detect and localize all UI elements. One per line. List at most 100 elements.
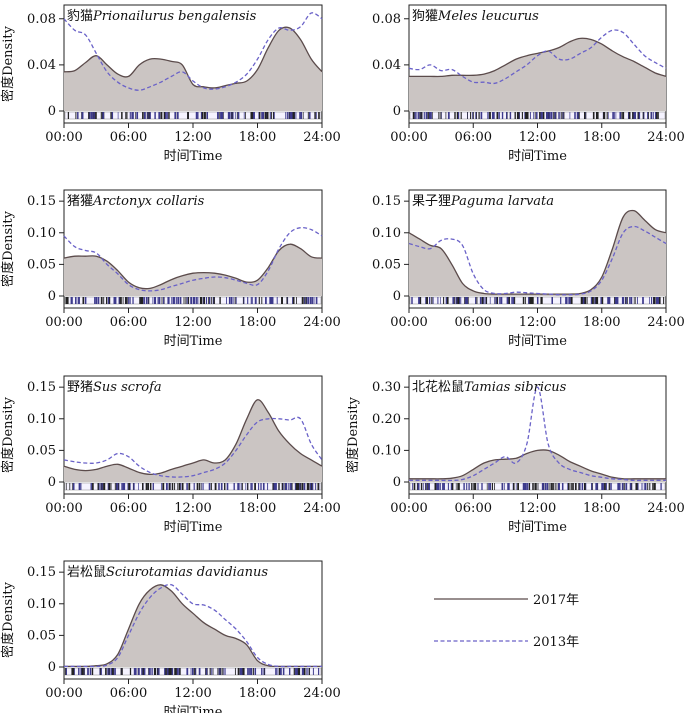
y-tick-label: 0: [48, 289, 56, 304]
x-tick-label: 24:00: [647, 130, 684, 145]
y-tick-label: 0.04: [372, 58, 401, 73]
species-name-latin: Tamias sibricus: [464, 380, 567, 395]
y-axis-label: 密度Density: [0, 210, 16, 287]
species-name-latin: Prionailurus bengalensis: [92, 9, 257, 24]
species-name-latin: Sus scrofa: [93, 380, 162, 395]
panel-2: 0 0.04 0.08 00:00 06:00 12:00 18:00 24:00 时间Time…: [372, 4, 685, 164]
species-name-cn: 北花松鼠: [412, 379, 464, 395]
x-axis-label: 时间Time: [164, 334, 223, 349]
species-name-cn: 岩松鼠: [67, 565, 106, 580]
x-axis-label: 时间Time: [164, 149, 223, 164]
series-2017-line: [63, 584, 322, 668]
y-tick-label: 0.15: [372, 194, 401, 209]
series-2017-line: [409, 449, 666, 480]
x-tick-label: 18:00: [583, 315, 620, 330]
series-2013-line: [409, 386, 666, 482]
x-tick-label: 12:00: [519, 501, 556, 516]
series-2013-line: [408, 225, 667, 296]
x-tick-label: 12:00: [519, 315, 556, 330]
x-tick-label: 18:00: [583, 130, 620, 145]
panel-title: 猪獾Arctonyx collaris: [67, 194, 205, 209]
species-name-cn: 猪獾: [67, 194, 93, 209]
x-axis-label: 时间Time: [164, 520, 223, 535]
y-tick-label: 0: [48, 104, 56, 119]
legend-label-2013: 2013年: [533, 635, 579, 650]
series-2013-line: [63, 226, 323, 292]
y-tick-label: 0.15: [27, 194, 56, 209]
species-name-latin: Meles leucurus: [437, 9, 539, 24]
x-tick-label: 00:00: [45, 130, 82, 145]
legend-label-2017: 2017年: [533, 593, 579, 608]
x-tick-label: 18:00: [239, 315, 276, 330]
panel-1: 0 0.04 0.08 00:00 06:00 12:00 18:00 24:00 时间Time…: [0, 4, 341, 164]
panel-title: 岩松鼠Sciurotamias davidianus: [67, 565, 268, 580]
x-tick-label: 06:00: [455, 501, 492, 516]
y-tick-label: 0: [48, 660, 56, 675]
y-axis-label: 密度Density: [0, 581, 16, 658]
y-tick-label: 0.10: [27, 226, 56, 241]
y-tick-label: 0.05: [27, 443, 56, 458]
species-name-cn: 果子狸: [412, 194, 451, 209]
panel-4: 0 0.05 0.10 0.15 00:00 06:00 12:00 18:00 24:00 时间…: [372, 189, 685, 349]
x-tick-label: 00:00: [45, 686, 82, 701]
y-tick-label: 0.10: [372, 226, 401, 241]
x-axis-label: 时间Time: [508, 520, 567, 535]
y-tick-label: 0.08: [372, 12, 401, 27]
x-axis-label: 时间Time: [508, 334, 567, 349]
rug-strip: [409, 482, 666, 491]
panel-6: 0 0.10 0.20 0.30 00:00 06:00 12:00 18:00 24:00 时间…: [345, 375, 685, 535]
x-tick-label: 12:00: [174, 315, 211, 330]
y-tick-label: 0.10: [27, 597, 56, 612]
y-tick-label: 0.30: [372, 380, 401, 395]
series-2017-area: [409, 449, 666, 482]
series-2017-line: [63, 399, 323, 476]
y-tick-label: 0.05: [372, 257, 401, 272]
x-tick-label: 00:00: [45, 315, 82, 330]
species-name-cn: 野猪: [67, 380, 93, 395]
x-tick-label: 18:00: [239, 686, 276, 701]
series-2017-area: [409, 210, 666, 296]
y-tick-label: 0.05: [27, 628, 56, 643]
x-tick-label: 12:00: [174, 501, 211, 516]
y-tick-label: 0: [48, 475, 56, 490]
rug-strip: [64, 111, 322, 120]
species-name-latin: Sciurotamias davidianus: [106, 565, 268, 580]
species-name-cn: 狗獾: [412, 9, 438, 24]
x-tick-label: 24:00: [647, 315, 684, 330]
x-tick-label: 00:00: [390, 130, 427, 145]
panel-title: 北花松鼠Tamias sibricus: [412, 379, 567, 395]
x-tick-label: 06:00: [110, 315, 147, 330]
x-tick-label: 06:00: [110, 686, 147, 701]
x-tick-label: 24:00: [303, 501, 340, 516]
series-2017-area: [64, 27, 322, 111]
species-name-latin: Arctonyx collaris: [92, 194, 205, 209]
legend: 2017年 2013年: [434, 593, 579, 650]
y-tick-label: 0.10: [27, 412, 56, 427]
panel-title: 豹猫Prionailurus bengalensis: [67, 9, 257, 24]
y-tick-label: 0: [393, 104, 401, 119]
panel-7: 0 0.05 0.10 0.15 00:00 06:00 12:00 18:00 24:00 时间…: [0, 560, 341, 713]
y-tick-label: 0: [393, 289, 401, 304]
x-tick-label: 00:00: [390, 501, 427, 516]
x-tick-label: 24:00: [303, 315, 340, 330]
panel-title: 野猪Sus scrofa: [67, 380, 162, 395]
panel-5: 0 0.05 0.10 0.15 00:00 06:00 12:00 18:00 24:00 时间…: [0, 375, 341, 535]
species-name-latin: Paguma larvata: [450, 194, 554, 209]
y-tick-label: 0: [393, 475, 401, 490]
series-2013-line: [63, 12, 323, 91]
series-2017-line: [63, 243, 323, 290]
series-2017-area: [64, 399, 322, 482]
series-2017-area: [409, 38, 666, 111]
species-name-cn: 豹猫: [67, 9, 93, 24]
series-2013-line: [63, 416, 323, 478]
y-tick-label: 0.15: [27, 380, 56, 395]
x-tick-label: 06:00: [455, 130, 492, 145]
x-tick-label: 12:00: [174, 686, 211, 701]
y-axis-label: 密度Density: [0, 396, 16, 473]
series-2017-area: [64, 244, 322, 296]
y-tick-label: 0.04: [27, 58, 56, 73]
y-tick-label: 0.20: [372, 412, 401, 427]
y-tick-label: 0.15: [27, 565, 56, 580]
x-tick-label: 06:00: [455, 315, 492, 330]
y-tick-label: 0.05: [27, 257, 56, 272]
